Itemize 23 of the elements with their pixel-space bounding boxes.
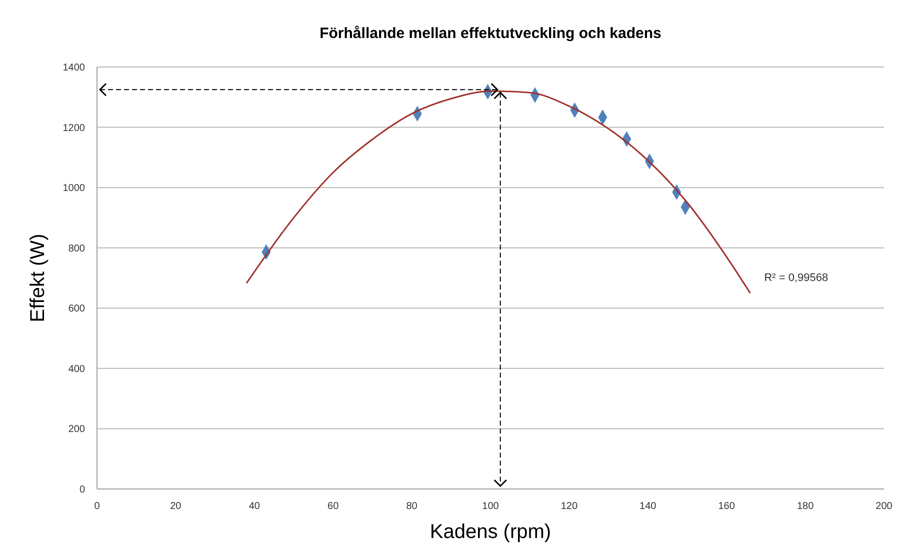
x-tick-label: 120 [560, 501, 578, 512]
y-tick-label: 200 [68, 424, 86, 436]
x-tick-label: 20 [170, 501, 182, 512]
y-tick-label: 800 [68, 243, 86, 254]
x-tick-label: 0 [94, 501, 100, 512]
x-tick-label: 100 [482, 501, 500, 512]
chart-title: Förhållande mellan effektutveckling och kadens [320, 25, 662, 42]
x-tick-label: 40 [248, 501, 260, 512]
y-axis-title: Effekt (W) [27, 234, 49, 322]
x-tick-label: 180 [796, 501, 814, 512]
y-tick-label: 0 [79, 484, 86, 496]
annotation: R² = 0,99568 [764, 272, 828, 284]
x-tick-label: 160 [718, 501, 736, 512]
y-tick-label: 1200 [62, 122, 86, 134]
x-tick-label: 200 [876, 501, 893, 512]
y-tick-label: 1000 [62, 183, 86, 194]
y-tick-label: 1400 [62, 62, 86, 74]
x-axis-title: Kadens (rpm) [430, 521, 552, 543]
y-tick-label: 400 [68, 364, 86, 375]
x-tick-label: 60 [328, 501, 340, 512]
x-tick-label: 140 [640, 501, 657, 512]
y-tick-label: 600 [68, 304, 86, 315]
x-tick-label: 80 [406, 501, 418, 512]
